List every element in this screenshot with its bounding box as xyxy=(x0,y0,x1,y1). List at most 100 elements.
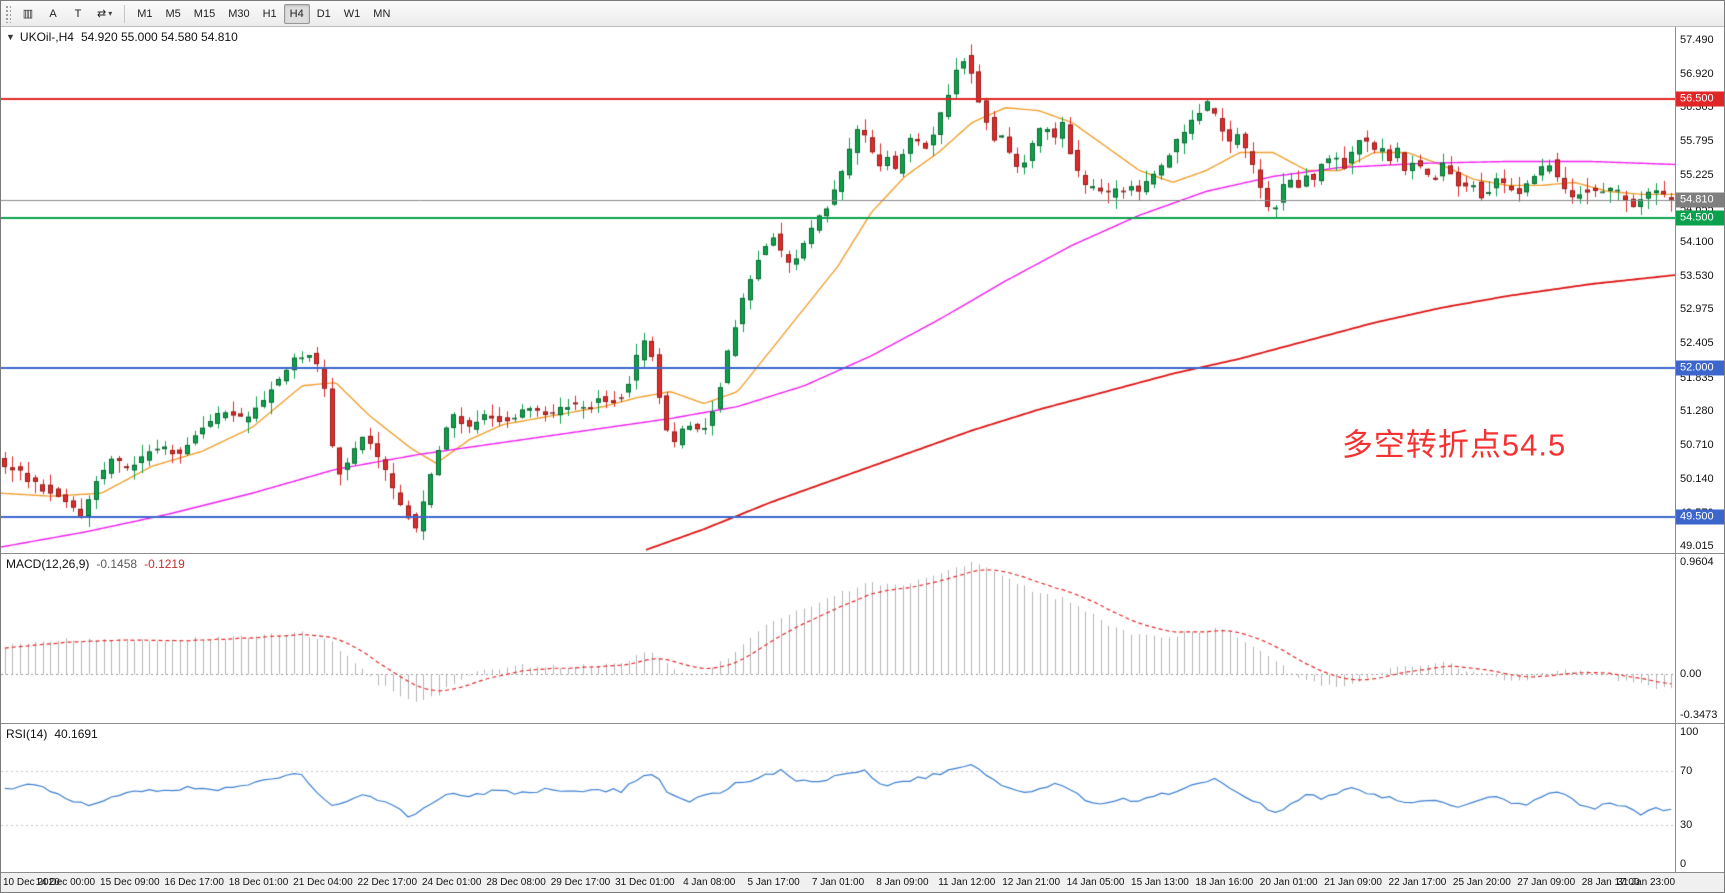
timeframe-button-m5[interactable]: M5 xyxy=(160,4,187,24)
rsi-scale-label: 30 xyxy=(1680,819,1693,832)
timeframe-button-m1[interactable]: M1 xyxy=(131,4,158,24)
symbol-dropdown-icon: ▼ xyxy=(6,32,15,42)
time-axis-label: 14 Dec 00:00 xyxy=(35,877,96,888)
rsi-panel: RSI(14) 40.1691 100 70 30 0 xyxy=(1,723,1724,872)
chevron-down-icon: ▾ xyxy=(108,9,113,18)
main-chart-panel: ▼ UKOil-,H4 54.920 55.000 54.580 54.810 … xyxy=(1,27,1724,553)
time-axis[interactable]: 10 Dec 2020 14 Dec 00:00 15 Dec 09:00 16 De… xyxy=(1,872,1724,892)
timeframe-button-m15[interactable]: M15 xyxy=(188,4,221,24)
price-scale-label: 55.795 xyxy=(1680,134,1714,147)
rsi-canvas[interactable] xyxy=(1,724,1675,872)
price-scale-label: 57.490 xyxy=(1680,33,1714,46)
text-object-label: T xyxy=(74,7,82,20)
price-scale-label: 54.100 xyxy=(1680,236,1714,249)
toolbar-separator xyxy=(124,4,126,23)
time-axis-label: 31 Jan 23:00 xyxy=(1617,877,1675,888)
price-scale-label: 55.225 xyxy=(1680,168,1714,181)
rsi-value: 40.1691 xyxy=(54,727,98,741)
time-axis-label: 14 Jan 05:00 xyxy=(1066,877,1125,888)
bar-chart-icon-button[interactable]: ▥ xyxy=(16,4,40,24)
time-axis-label: 15 Jan 13:00 xyxy=(1131,877,1189,888)
price-badge: 49.500 xyxy=(1676,509,1724,525)
price-scale-label: 52.975 xyxy=(1680,303,1714,316)
timeframe-button-h1[interactable]: H1 xyxy=(257,4,283,24)
time-axis-label: 10 Dec 2020 xyxy=(3,877,60,888)
price-badge: 52.000 xyxy=(1676,360,1724,376)
rsi-plot[interactable]: RSI(14) 40.1691 xyxy=(1,724,1675,872)
time-axis-label: 22 Jan 17:00 xyxy=(1388,877,1447,888)
price-scale[interactable]: 57.490 56.920 56.365 55.795 55.225 54.655 54.1… xyxy=(1675,27,1724,553)
price-badge: 56.500 xyxy=(1676,91,1724,107)
time-axis-label: 11 Jan 12:00 xyxy=(938,877,996,888)
macd-title: MACD(12,26,9) -0.1458 -0.1219 xyxy=(6,557,185,571)
rsi-scale[interactable]: 100 70 30 0 xyxy=(1675,724,1724,872)
time-axis-label: 5 Jan 17:00 xyxy=(747,877,800,888)
macd-panel: MACD(12,26,9) -0.1458 -0.1219 0.9604 0.00… xyxy=(1,553,1724,723)
bar-chart-icon: ▥ xyxy=(22,8,34,20)
timeframe-button-h4[interactable]: H4 xyxy=(283,3,310,24)
chart-stack: ▼ UKOil-,H4 54.920 55.000 54.580 54.810 … xyxy=(1,27,1724,892)
rsi-scale-label: 100 xyxy=(1680,726,1699,738)
time-axis-label: 29 Dec 17:00 xyxy=(550,877,611,888)
main-chart-title: ▼ UKOil-,H4 54.920 55.000 54.580 54.810 xyxy=(6,30,238,44)
time-axis-label: 16 Dec 17:00 xyxy=(164,877,224,888)
rsi-title: RSI(14) 40.1691 xyxy=(6,727,98,741)
time-axis-label: 28 Jan 17:00 xyxy=(1581,877,1640,888)
cycle-icon: ⇄ xyxy=(97,8,107,20)
time-axis-label: 18 Dec 01:00 xyxy=(228,877,289,888)
macd-scale-label: -0.3473 xyxy=(1680,708,1718,721)
time-axis-label: 27 Jan 09:00 xyxy=(1517,877,1576,888)
price-badge: 54.500 xyxy=(1676,210,1724,226)
time-axis-label: 20 Jan 01:00 xyxy=(1259,877,1318,888)
time-axis-label: 31 Dec 01:00 xyxy=(615,877,675,888)
cycle-button[interactable]: ⇄ ▾ xyxy=(91,4,118,24)
price-scale-label: 50.140 xyxy=(1680,472,1714,485)
macd-scale-label: 0.9604 xyxy=(1680,556,1714,569)
time-axis-label: 28 Dec 08:00 xyxy=(486,877,546,888)
price-scale-label: 50.710 xyxy=(1680,438,1714,451)
macd-indicator-label: MACD(12,26,9) xyxy=(6,557,90,571)
time-axis-label: 8 Jan 09:00 xyxy=(876,877,929,888)
ohlc-values: 54.920 55.000 54.580 54.810 xyxy=(80,30,238,44)
time-axis-label: 12 Jan 21:00 xyxy=(1002,877,1061,888)
price-scale-label: 52.405 xyxy=(1680,337,1714,350)
time-axis-label: 18 Jan 16:00 xyxy=(1195,877,1254,888)
macd-canvas[interactable] xyxy=(1,554,1675,723)
rsi-indicator-label: RSI(14) xyxy=(6,727,48,741)
timeframe-button-d1[interactable]: D1 xyxy=(311,4,337,24)
auto-trading-label: A xyxy=(49,7,57,20)
price-scale-label: 49.015 xyxy=(1680,540,1714,553)
time-axis-label: 21 Dec 04:00 xyxy=(293,877,353,888)
time-axis-label: 7 Jan 01:00 xyxy=(811,877,865,888)
rsi-scale-label: 0 xyxy=(1680,858,1687,870)
time-axis-label: 25 Jan 20:00 xyxy=(1452,877,1511,888)
time-axis-label: 24 Dec 01:00 xyxy=(421,877,482,888)
price-badge: 54.810 xyxy=(1676,192,1724,208)
price-scale-label: 56.920 xyxy=(1680,67,1714,80)
price-scale-label: 51.280 xyxy=(1680,404,1714,417)
time-axis-label: 4 Jan 08:00 xyxy=(683,877,736,888)
price-scale-label: 53.530 xyxy=(1680,270,1714,283)
time-axis-label: 15 Dec 09:00 xyxy=(100,877,160,888)
macd-signal-value: -0.1219 xyxy=(144,557,185,571)
main-chart-plot[interactable]: ▼ UKOil-,H4 54.920 55.000 54.580 54.810 … xyxy=(1,27,1675,553)
symbol-period-label: UKOil-,H4 xyxy=(19,30,74,44)
toolbar-drag-handle[interactable] xyxy=(5,4,11,23)
rsi-scale-label: 70 xyxy=(1680,764,1693,777)
toolbar: ▥ A T ⇄ ▾ M1 M5 M15 M30 H1 H4 D1 W1 MN xyxy=(1,1,1724,27)
main-chart-canvas[interactable] xyxy=(1,27,1675,553)
time-axis-label: 21 Jan 09:00 xyxy=(1324,877,1382,888)
macd-plot[interactable]: MACD(12,26,9) -0.1458 -0.1219 xyxy=(1,554,1675,723)
chart-text-annotation[interactable]: 多空转折点54.5 xyxy=(1341,427,1567,463)
timeframe-button-m30[interactable]: M30 xyxy=(222,4,255,24)
macd-scale[interactable]: 0.9604 0.00 -0.3473 xyxy=(1675,554,1724,723)
time-axis-label: 22 Dec 17:00 xyxy=(357,877,418,888)
auto-trading-button[interactable]: A xyxy=(41,4,65,24)
timeframe-button-mn[interactable]: MN xyxy=(367,4,396,24)
text-object-button[interactable]: T xyxy=(66,4,90,24)
macd-scale-label: 0.00 xyxy=(1680,668,1702,681)
timeframe-button-w1[interactable]: W1 xyxy=(338,4,367,24)
macd-main-value: -0.1458 xyxy=(96,557,138,571)
timeframe-button-group: M1 M5 M15 M30 H1 H4 D1 W1 MN xyxy=(131,3,396,24)
